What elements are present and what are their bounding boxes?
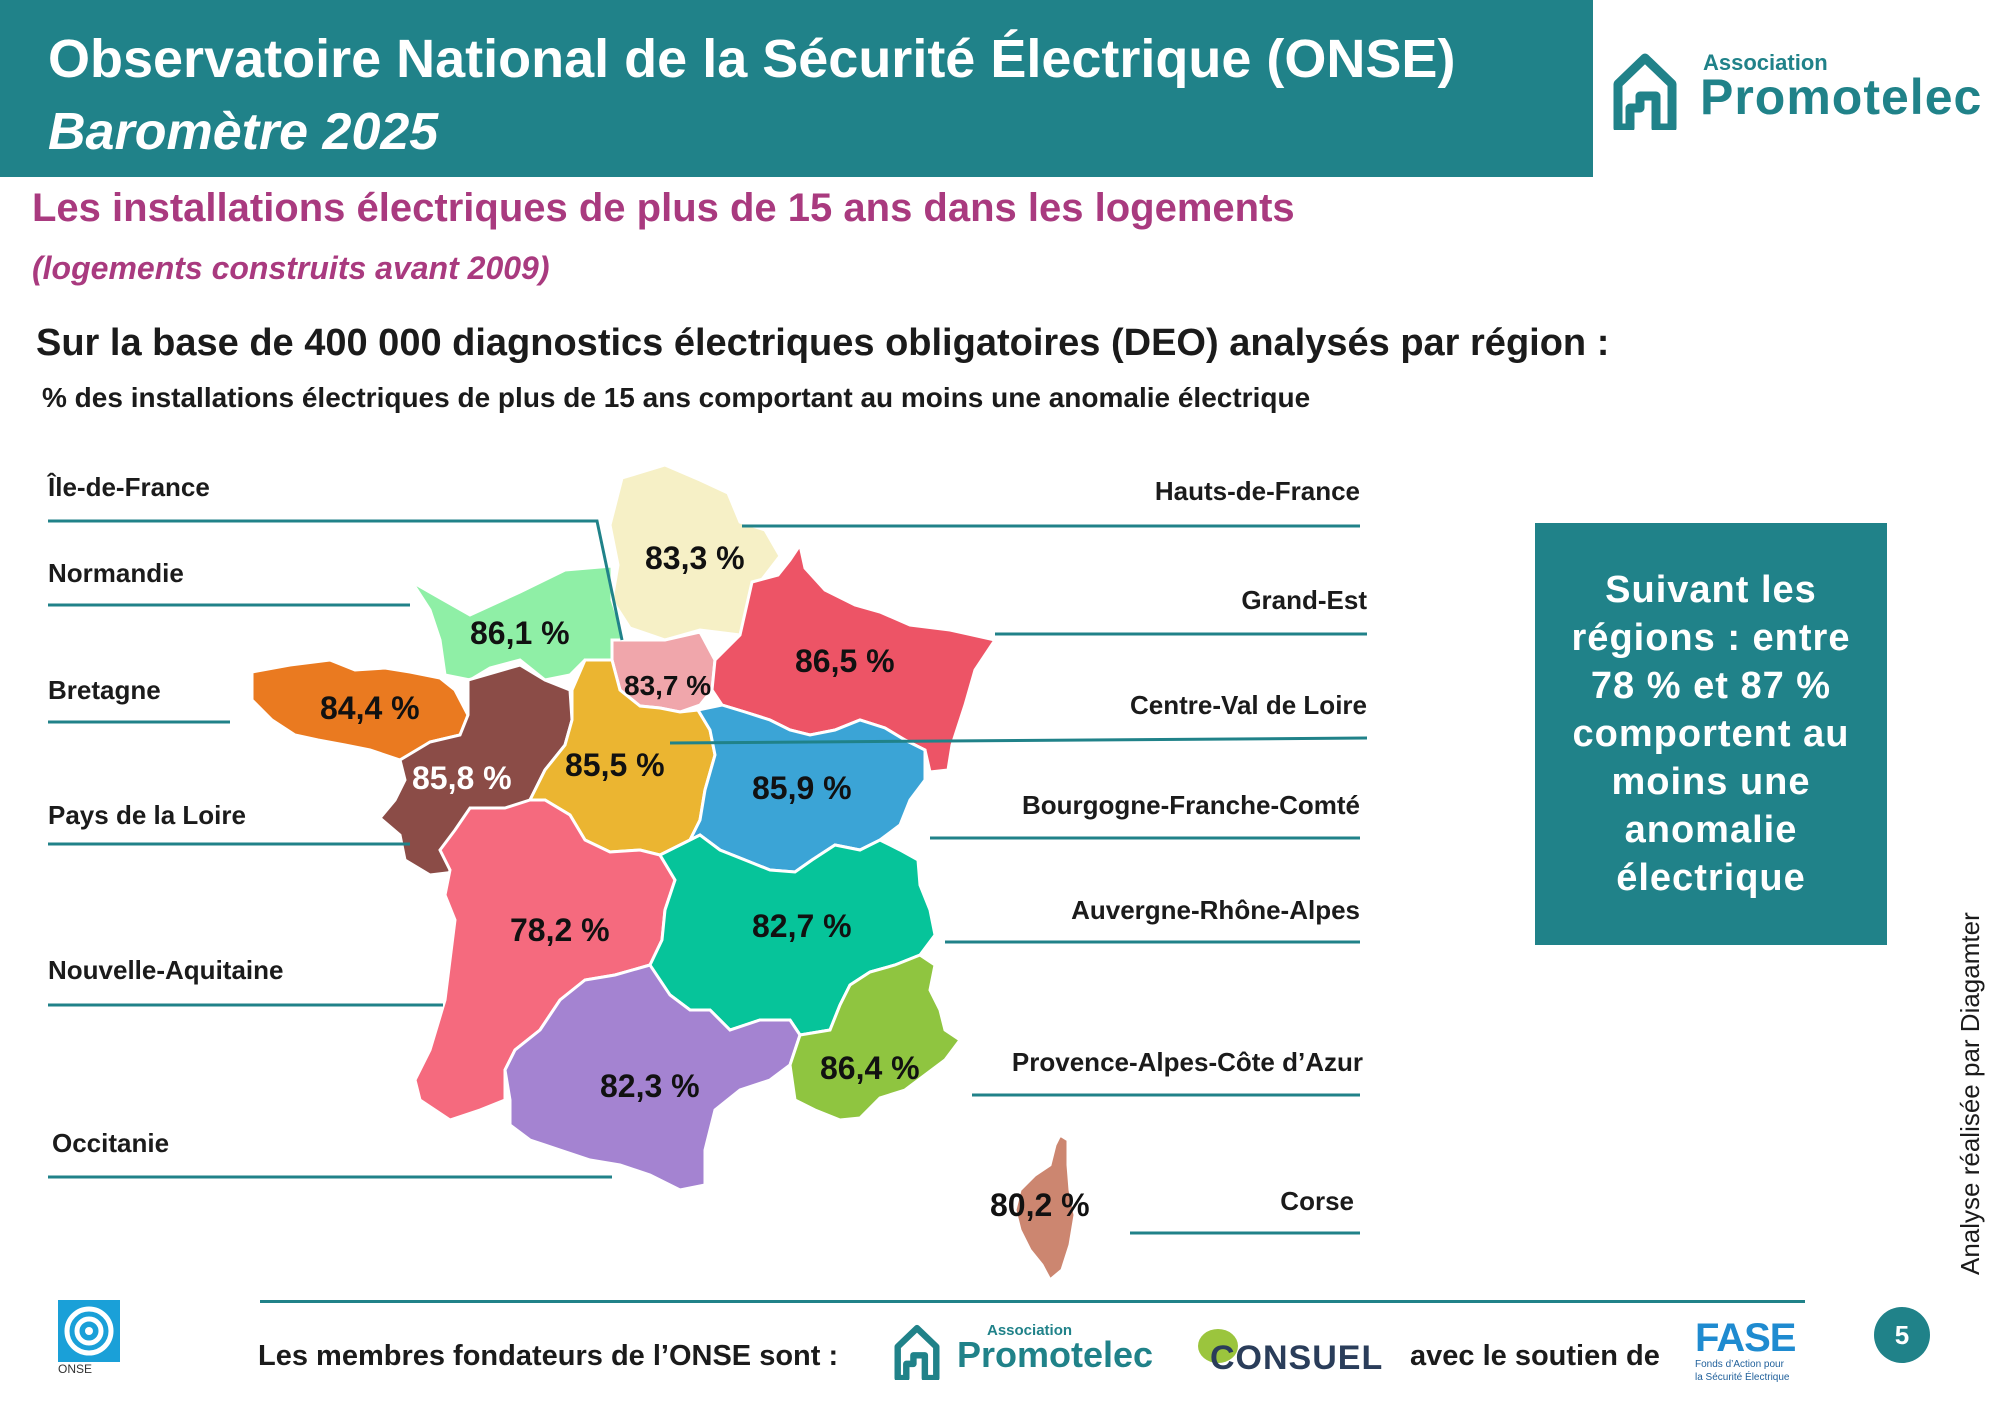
value-hauts-de-france: 83,3 % — [645, 540, 745, 576]
label-occitanie: Occitanie — [52, 1128, 170, 1158]
summary-text: Suivant les régions : entre 78 % et 87 %… — [1571, 569, 1851, 899]
fase-text: FASE — [1695, 1316, 1796, 1360]
support-text: avec le soutien de — [1410, 1340, 1660, 1372]
basis-heading: Sur la base de 400 000 diagnostics élect… — [36, 322, 1610, 364]
leader-lines — [48, 519, 1368, 1235]
consuel-leaf-icon — [1198, 1329, 1238, 1363]
label-ile-de-france: Île-de-France — [48, 472, 210, 502]
value-occitanie: 82,3 % — [600, 1068, 700, 1104]
page-subtitle: Baromètre 2025 — [48, 103, 439, 161]
onse-logo: ONSE — [58, 1300, 122, 1378]
label-pays-de-la-loire: Pays de la Loire — [48, 800, 246, 830]
value-paca: 86,4 % — [820, 1050, 920, 1086]
value-centre-val-de-loire: 85,5 % — [565, 747, 665, 783]
label-auvergne-rhone-alpes: Auvergne-Rhône-Alpes — [1071, 895, 1360, 925]
label-hauts-de-france: Hauts-de-France — [1154, 476, 1360, 506]
logo-promotelec-text: Promotelec — [1700, 69, 1983, 125]
label-normandie: Normandie — [48, 558, 184, 588]
footer-promotelec-text: Promotelec — [957, 1334, 1154, 1375]
value-auvergne-rhone-alpes: 82,7 % — [752, 908, 852, 944]
footer-promotelec-logo: Association Promotelec — [892, 1322, 1182, 1382]
label-bretagne: Bretagne — [48, 675, 161, 705]
region-occitanie — [503, 963, 802, 1192]
label-corse: Corse — [1280, 1186, 1354, 1216]
value-ile-de-france: 83,7 % — [624, 670, 712, 701]
value-normandie: 86,1 % — [470, 615, 570, 651]
leader-centre-val-de-loire — [669, 736, 1368, 745]
consuel-text: CONSUEL — [1210, 1339, 1384, 1377]
consuel-logo: CONSUEL — [1198, 1325, 1388, 1385]
metric-description: % des installations électriques de plus … — [42, 382, 1311, 413]
value-grand-est: 86,5 % — [795, 643, 895, 679]
label-grand-est: Grand-Est — [1241, 585, 1367, 615]
analysis-credit: Analyse réalisée par Diagamter — [1955, 912, 1985, 1275]
fase-sub1: Fonds d’Action pour — [1695, 1359, 1784, 1370]
founders-text: Les membres fondateurs de l’ONSE sont : — [258, 1340, 839, 1372]
page-number: 5 — [1874, 1307, 1930, 1363]
region-paca — [788, 953, 963, 1122]
footer-association-text: Association — [987, 1322, 1073, 1339]
footer-divider — [260, 1300, 1805, 1303]
label-centre-val-de-loire: Centre-Val de Loire — [1130, 690, 1367, 720]
label-paca: Provence-Alpes-Côte d’Azur — [1011, 1047, 1363, 1077]
summary-box: Suivant les régions : entre 78 % et 87 %… — [1535, 523, 1887, 945]
house-icon — [894, 1324, 940, 1380]
header-banner — [0, 0, 1593, 177]
section-title: Les installations électriques de plus de… — [32, 186, 1295, 230]
fase-logo: FASE Fonds d’Action pour la Sécurité Éle… — [1695, 1318, 1815, 1398]
value-pays-de-la-loire: 85,8 % — [412, 760, 512, 796]
value-nouvelle-aquitaine: 78,2 % — [510, 912, 610, 948]
label-nouvelle-aquitaine: Nouvelle-Aquitaine — [48, 955, 284, 985]
value-corse: 80,2 % — [990, 1187, 1090, 1223]
house-icon — [1613, 53, 1677, 130]
page-title: Observatoire National de la Sécurité Éle… — [48, 29, 1456, 89]
onse-logo-text: ONSE — [58, 1362, 93, 1376]
onse-target-icon — [58, 1300, 120, 1362]
leader-ile-de-france — [48, 519, 624, 641]
fase-sub2: la Sécurité Électrique — [1695, 1372, 1790, 1383]
label-bourgogne-franche-comte: Bourgogne-Franche-Comté — [1022, 790, 1360, 820]
logo-association-text: Association — [1703, 50, 1828, 75]
value-bretagne: 84,4 % — [320, 690, 420, 726]
promotelec-logo: Association Promotelec — [1610, 48, 1995, 138]
value-bourgogne-franche-comte: 85,9 % — [752, 770, 852, 806]
region-corse — [1013, 1132, 1077, 1283]
section-subtitle: (logements construits avant 2009) — [32, 250, 550, 286]
